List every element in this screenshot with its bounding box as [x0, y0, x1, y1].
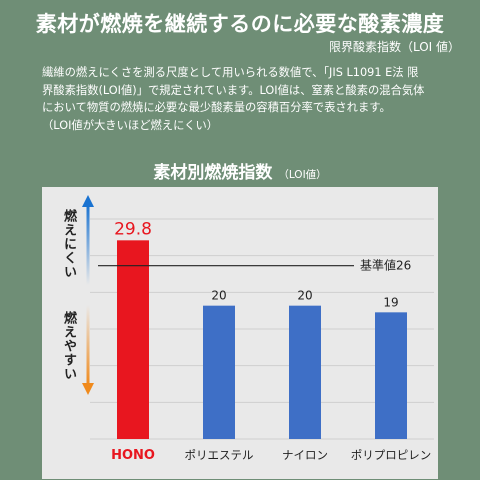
bar	[289, 305, 321, 439]
description-line: 繊維の燃えにくさを測る尺度として用いられる数値で、「JIS L1091 E法 限	[42, 66, 419, 79]
axis-word-down: 燃えやすい	[61, 311, 76, 381]
arrow-down-head-icon	[82, 383, 94, 395]
category-label: ポリプロピレン	[351, 448, 432, 462]
description: 繊維の燃えにくさを測る尺度として用いられる数値で、「JIS L1091 E法 限…	[42, 64, 452, 134]
description-line: において物質の燃焼に必要な最少酸素量の容積百分率で表されます。	[42, 101, 391, 114]
bar-chart: 29.8 HONO 20 ポリエステル 20 ナイロン 19 ポリプロピレン 基準値26	[82, 195, 434, 463]
axis-word-up: 燃えにくい	[61, 209, 76, 279]
page-subtitle: 限界酸素指数（LOI 値）	[328, 40, 460, 54]
bar-value-label: 20	[297, 289, 312, 303]
category-label: ナイロン	[282, 448, 328, 462]
bar	[203, 305, 235, 439]
chart-title-main: 素材別燃焼指数	[153, 163, 273, 183]
chart-title: 素材別燃焼指数 （LOI値）	[0, 158, 480, 183]
arrow-up-shaft	[86, 205, 90, 285]
page-title: 素材が燃焼を継続するのに必要な酸素濃度	[35, 12, 445, 36]
arrow-up-head-icon	[82, 195, 94, 207]
bar-value-label: 29.8	[114, 219, 152, 239]
arrow-down-shaft	[86, 305, 90, 385]
chart-title-unit: （LOI値）	[278, 169, 327, 181]
chart-panel: 29.8 HONO 20 ポリエステル 20 ナイロン 19 ポリプロピレン 基準値26 燃えに…	[42, 187, 438, 479]
bar-value-label: 20	[211, 289, 226, 303]
reference-line-label: 基準値26	[360, 258, 411, 273]
bar	[117, 240, 149, 439]
category-label: HONO	[111, 448, 155, 463]
category-label: ポリエステル	[185, 448, 254, 462]
description-line: 界酸素指数(LOI値)」で規定されています。LOI値は、窒素と酸素の混合気体	[42, 83, 425, 97]
bar	[375, 312, 407, 439]
bar-value-label: 19	[383, 295, 398, 309]
description-line: （LOI値が大きいほど燃えにくい）	[42, 118, 219, 132]
